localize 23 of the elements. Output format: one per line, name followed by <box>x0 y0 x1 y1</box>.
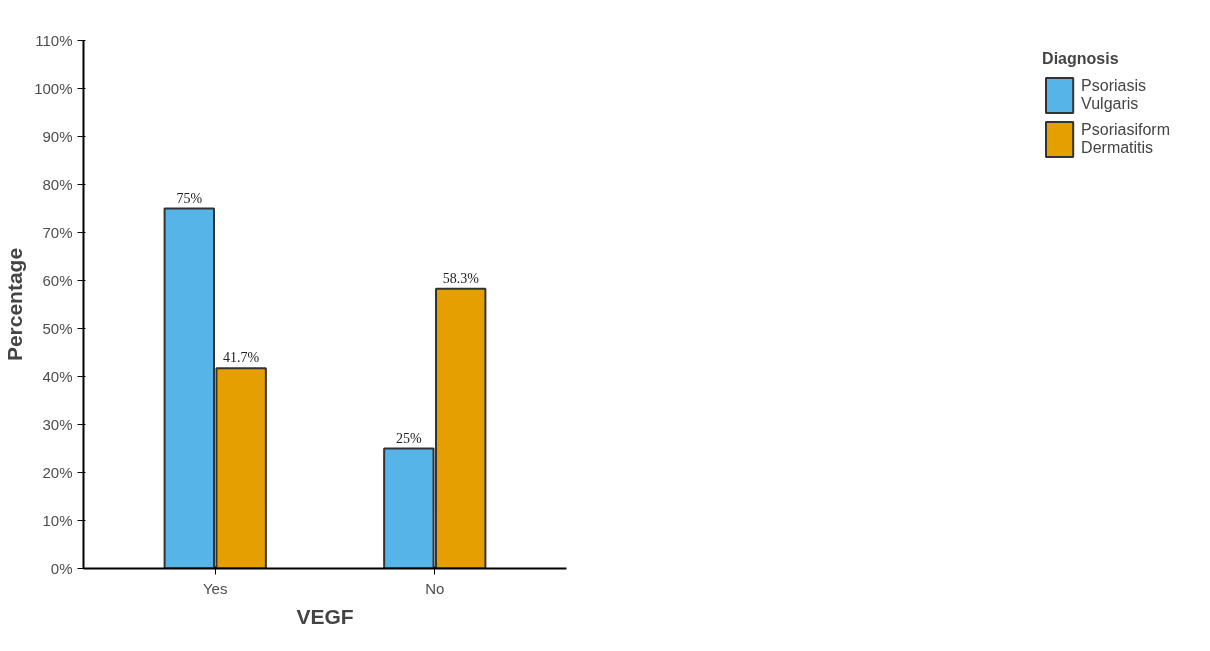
y-tick-label: 100% <box>34 80 73 97</box>
y-axis-title: Percentage <box>3 247 27 362</box>
legend-label: Psoriasiform Dermatitis <box>1081 121 1170 157</box>
legend-label: Psoriasis Vulgaris <box>1081 77 1146 113</box>
x-tick-label: Yes <box>202 579 228 597</box>
y-tick-label: 30% <box>42 416 73 433</box>
legend-title: Diagnosis <box>1042 50 1120 68</box>
data-label: 75% <box>176 190 203 206</box>
y-tick-label: 50% <box>42 320 73 337</box>
y-tick-label: 70% <box>42 224 73 241</box>
y-tick-label: 60% <box>42 272 73 289</box>
y-tick-label: 110% <box>35 32 73 49</box>
data-label: 58.3% <box>442 270 480 286</box>
x-tick-label: No <box>425 579 445 597</box>
data-label: 25% <box>396 430 423 446</box>
y-tick-label: 80% <box>42 176 73 193</box>
y-tick-label: 40% <box>42 368 73 385</box>
x-axis-title: VEGF <box>296 604 354 628</box>
y-tick-label: 90% <box>42 128 73 145</box>
y-tick-label: 20% <box>42 464 73 481</box>
data-label: 41.7% <box>223 350 260 366</box>
y-tick-label: 10% <box>42 512 73 529</box>
y-tick-label: 0% <box>50 560 73 577</box>
